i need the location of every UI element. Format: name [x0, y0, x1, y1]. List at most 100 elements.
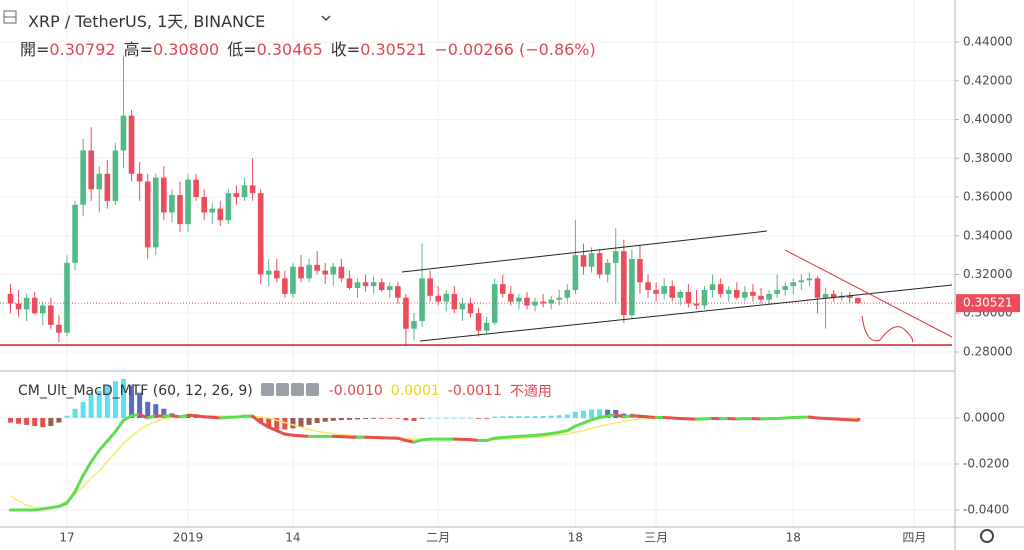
axis-labels: 17 2019 14 二月 18 三月 18 四月0.280000.300000.320000… — [59, 35, 1020, 545]
candle-body — [161, 177, 167, 213]
candle-body — [241, 185, 248, 198]
candle-body — [88, 150, 94, 190]
candle-body — [217, 208, 224, 221]
histogram-bar — [40, 417, 46, 428]
candle-body — [612, 251, 619, 263]
histogram-bar — [72, 408, 78, 418]
histogram-bar — [282, 417, 288, 430]
candle-body — [806, 278, 813, 281]
ohlc-legend: 開=0.30792 高=0.30800 低=0.30465 收=0.30521 −0.0… — [20, 36, 596, 60]
ohlc-value: 0.30465 — [256, 40, 323, 59]
histogram-bar — [338, 417, 344, 421]
candle-body — [48, 305, 54, 325]
histogram-bar — [64, 415, 70, 418]
histogram-bar — [193, 416, 199, 418]
histogram-bar — [137, 392, 143, 418]
sketch — [861, 315, 914, 343]
candle-body — [435, 295, 442, 302]
candle-body — [556, 297, 563, 300]
histogram-bar — [32, 417, 38, 427]
histogram-bar — [532, 416, 538, 418]
y-tick-label: 0.32000 — [963, 267, 1013, 281]
candle-body — [169, 195, 175, 213]
candle-body — [822, 293, 829, 298]
histogram-bar — [355, 417, 361, 420]
histogram-bar — [524, 416, 530, 418]
candle-body — [685, 291, 692, 304]
histogram-bar — [112, 381, 118, 418]
candle-body — [717, 284, 724, 294]
histogram-bar — [403, 417, 409, 421]
chevron[interactable] — [321, 15, 331, 22]
histogram-bar — [290, 417, 296, 429]
histogram-bar — [427, 417, 433, 419]
candle-body — [653, 289, 659, 294]
histogram-bar — [419, 417, 425, 419]
candle-body — [120, 115, 127, 151]
candle-body — [475, 313, 482, 331]
candle-body — [338, 266, 345, 279]
indicator-icons[interactable] — [260, 382, 321, 400]
candle-body — [725, 289, 732, 294]
ohlc-label: 開= — [20, 40, 50, 59]
candle-body — [72, 204, 78, 263]
histogram-bar — [120, 378, 126, 418]
x-tick-label: 17 — [59, 531, 74, 545]
candle-body — [7, 293, 14, 304]
candle-body — [144, 181, 151, 248]
candle-body — [15, 303, 22, 310]
macd-segment — [565, 424, 577, 433]
y-tick-label: 0.34000 — [963, 228, 1013, 242]
histogram-bar — [274, 417, 280, 430]
histogram-readout: -0.0011 — [447, 383, 502, 399]
candle-body — [588, 253, 595, 267]
x-tick-label: 四月 — [902, 531, 926, 545]
candle-body — [419, 278, 425, 321]
y-tick-label: 0.36000 — [963, 190, 1013, 204]
candle-body — [298, 266, 304, 279]
candle-body — [596, 253, 603, 275]
macd-segment — [65, 490, 77, 505]
histogram-bar — [266, 417, 272, 428]
candle-body — [855, 297, 861, 304]
candle-body — [185, 179, 191, 225]
y-tick-label: -0.0200 — [963, 456, 1009, 470]
candle-body — [104, 173, 111, 201]
histogram-bar — [435, 417, 441, 419]
candle-body — [274, 270, 280, 279]
ohlc-item: 開=0.30792 — [20, 40, 116, 59]
candle-body — [564, 289, 571, 298]
candle-body — [451, 293, 458, 310]
y-tick-label: 0.42000 — [963, 73, 1013, 87]
candle-body — [128, 115, 135, 174]
candle-body — [846, 295, 853, 298]
histogram-bar — [258, 417, 264, 423]
candle-body — [548, 299, 554, 304]
candle-body — [225, 193, 232, 221]
candle-body — [330, 266, 337, 275]
candle-body — [532, 301, 538, 306]
signal-line — [10, 414, 858, 511]
candle-body — [572, 255, 579, 290]
histogram-bar — [387, 417, 393, 419]
macd-segment — [251, 414, 263, 425]
histogram-bar — [8, 417, 13, 423]
y-tick-label: 0.28000 — [963, 344, 1013, 358]
candle-body — [814, 278, 821, 298]
settings-icon[interactable] — [980, 529, 994, 543]
histogram-bar — [24, 417, 30, 425]
candle-body — [798, 280, 805, 283]
histogram-bar — [508, 416, 514, 418]
histogram-bar — [56, 417, 62, 423]
macd-segment — [105, 430, 117, 443]
last-price-label: 0.30521 — [963, 296, 1013, 310]
candle-body — [734, 289, 740, 298]
candle-body — [136, 173, 143, 182]
candle-body — [31, 297, 38, 314]
candle-body — [790, 282, 797, 287]
histogram-bar — [363, 417, 369, 419]
y-tick-label: 0.38000 — [963, 151, 1013, 165]
candle-body — [209, 208, 216, 213]
indicator-title: CM_Ult_MacD_MTF (60, 12, 26, 9) — [18, 383, 253, 399]
